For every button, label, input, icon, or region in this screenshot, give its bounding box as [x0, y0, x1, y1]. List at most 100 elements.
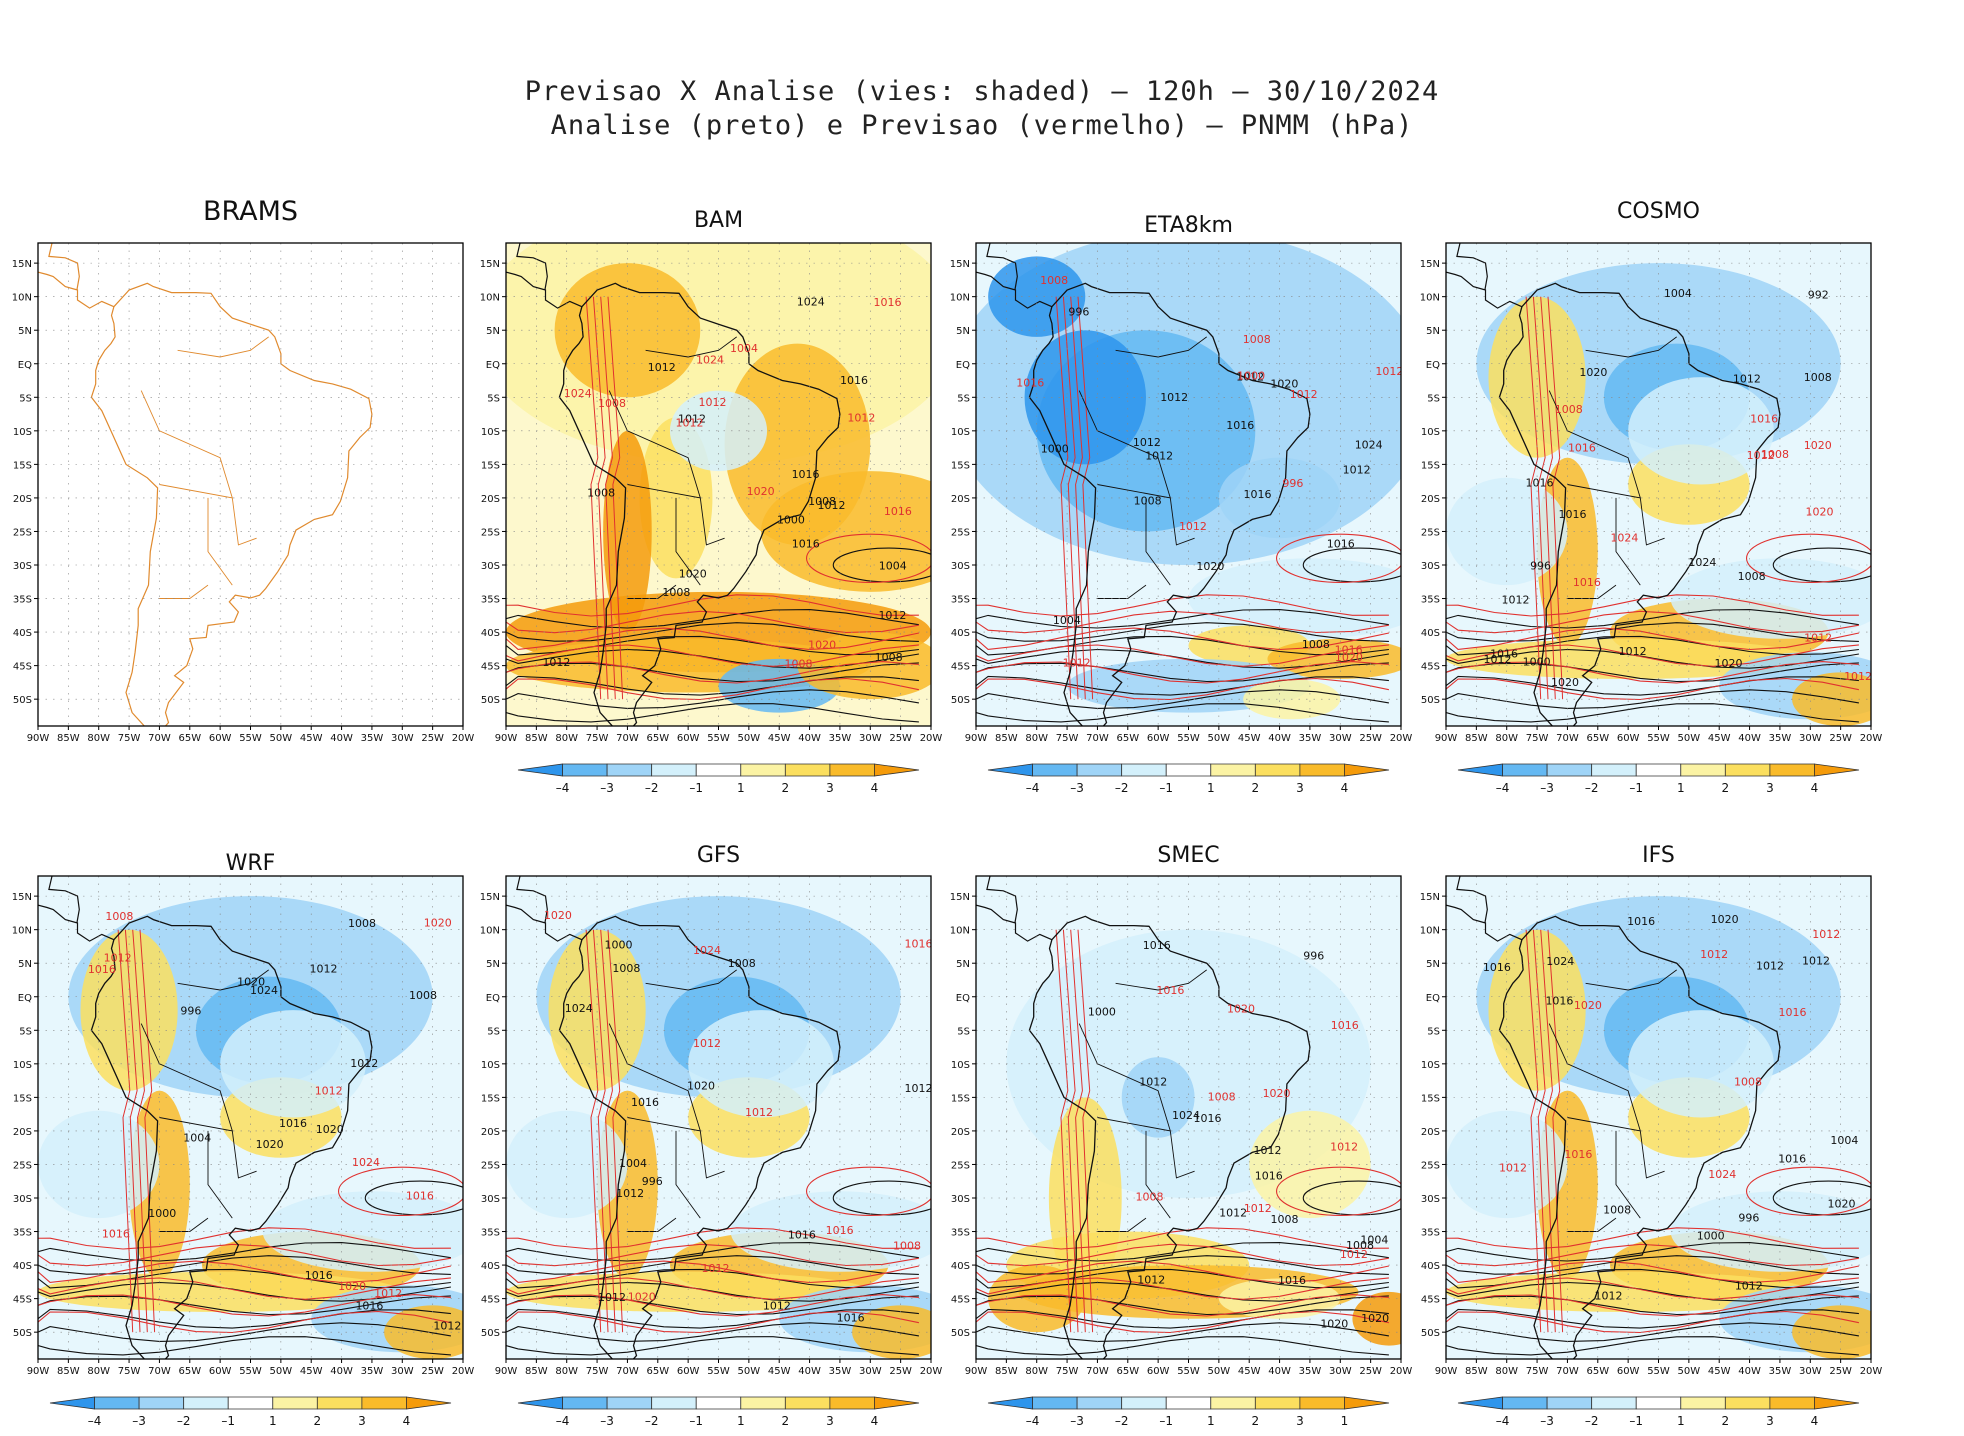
analysis-contour-label: 1016 — [631, 1096, 659, 1109]
lat-tick-label: 10S — [13, 427, 32, 438]
lon-tick-label: 35W — [829, 1366, 852, 1377]
analysis-isobar — [1446, 1308, 1859, 1329]
analysis-isobar — [506, 1242, 919, 1262]
colorbar-segment — [1165, 1396, 1212, 1410]
lat-tick-label: EQ — [486, 360, 500, 371]
colorbar-label: –3 — [1070, 1414, 1084, 1428]
forecast-contour-label: 1016 — [88, 963, 116, 976]
colorbar-label: 2 — [782, 781, 790, 795]
forecast-contour-label: 1012 — [693, 1037, 721, 1050]
lat-tick-label: 5N — [486, 959, 500, 970]
colorbar-label: –3 — [1540, 781, 1554, 795]
forecast-contour-label: 1012 — [1700, 948, 1728, 961]
analysis-isobar — [1446, 675, 1859, 696]
colorbar-label: –1 — [689, 1414, 703, 1428]
colorbar-segment — [1299, 1396, 1345, 1410]
lon-tick-label: 90W — [27, 733, 50, 744]
lon-tick-label: 65W — [178, 733, 201, 744]
analysis-isobar — [976, 635, 1389, 656]
forecast-isobar — [976, 644, 1389, 667]
colorbar-label: –2 — [177, 1414, 191, 1428]
colorbar-label: 3 — [1296, 1414, 1304, 1428]
forecast-contour-label: 1008 — [105, 910, 133, 923]
lon-tick-label: 35W — [1299, 1366, 1322, 1377]
forecast-isobar — [506, 1277, 919, 1300]
coastline — [506, 904, 583, 942]
analysis-contour-label: 1016 — [355, 1300, 383, 1313]
analysis-contour-label: 1012 — [542, 656, 570, 669]
country-border — [1615, 497, 1641, 586]
forecast-contour-label: 1012 — [745, 1106, 773, 1119]
country-border — [608, 1023, 701, 1132]
lat-tick-label: 40S — [1421, 1261, 1440, 1272]
analysis-contour-label: 1016 — [1526, 477, 1554, 490]
coastline — [48, 876, 80, 924]
lat-tick-label: 25S — [481, 527, 500, 538]
lat-tick-label: 5N — [18, 326, 32, 337]
country-border — [1078, 390, 1171, 499]
lat-tick-label: 20S — [951, 494, 970, 505]
lon-tick-label: 20W — [920, 1366, 943, 1377]
colorbar-segment — [1724, 763, 1771, 777]
colorbar-segment — [1635, 1396, 1682, 1410]
colorbar: –4 –3 –2 –1 1 2 3 4 — [517, 1396, 920, 1428]
forecast-contour-label: 1012 — [1747, 449, 1775, 462]
forecast-contour-label: 1016 — [1335, 644, 1363, 657]
analysis-contour-label: 1012 — [309, 963, 337, 976]
analysis-isobar — [976, 662, 1389, 683]
bias-area — [1792, 1305, 1871, 1359]
forecast-isobar — [38, 1294, 451, 1317]
forecast-contour-label: 1012 — [1844, 670, 1872, 683]
lon-tick-label: 70W — [148, 733, 171, 744]
analysis-isobar — [506, 1255, 919, 1275]
lat-tick-label: 10S — [481, 1060, 500, 1071]
analysis-contour-label: 1012 — [1137, 1273, 1165, 1286]
bias-area — [1267, 638, 1401, 680]
lon-tick-label: 45W — [768, 733, 791, 744]
analysis-contour-label: 1016 — [788, 1228, 816, 1241]
forecast-isobar — [38, 1277, 451, 1300]
forecast-isobar — [1446, 644, 1859, 667]
forecast-isobar — [1446, 677, 1860, 701]
analysis-contour-label: 1016 — [279, 1117, 307, 1130]
lon-tick-label: 40W — [1268, 1366, 1291, 1377]
forecast-contour-label: 1008 — [1555, 403, 1583, 416]
lat-tick-label: 15S — [951, 1093, 970, 1104]
lon-tick-label: 70W — [1086, 1366, 1109, 1377]
lon-tick-label: 55W — [1177, 1366, 1200, 1377]
forecast-contour-label: 1012 — [1812, 928, 1840, 941]
colorbar-segment — [1457, 763, 1503, 777]
analysis-contour-label: 1000 — [1697, 1230, 1725, 1243]
lon-tick-label: 25W — [1359, 733, 1382, 744]
analysis-isobar — [976, 622, 1389, 642]
panel-smec: SMEC101210121016101210161016102010241020… — [950, 843, 1413, 1428]
colorbar-label: 3 — [826, 1414, 834, 1428]
forecast-contour-label: 1024 — [1708, 1168, 1736, 1181]
forecast-contour-label: 1020 — [1335, 651, 1363, 664]
lat-tick-label: 15S — [13, 460, 32, 471]
lat-tick-label: 15S — [1421, 1093, 1440, 1104]
analysis-isobar — [1446, 703, 1859, 723]
colorbar-label: –3 — [600, 781, 614, 795]
forecast-isobar — [1055, 296, 1072, 700]
forecast-isobar — [976, 1260, 1390, 1284]
analysis-isobar — [1446, 1268, 1859, 1289]
colorbar-label: 4 — [1811, 1414, 1819, 1428]
forecast-contour-label: 1008 — [1136, 1190, 1164, 1203]
forecast-isobar — [38, 1310, 452, 1334]
analysis-contour-label: 1012 — [1756, 960, 1784, 973]
analysis-contour-label: 1004 — [183, 1132, 211, 1145]
analysis-contour-label: 1004 — [619, 1157, 647, 1170]
analysis-isobar — [38, 1242, 451, 1262]
analysis-contour-label: 1012 — [1619, 645, 1647, 658]
analysis-contour-label: 1012 — [598, 1291, 626, 1304]
analysis-contour-label: 1008 — [1134, 494, 1162, 507]
colorbar: –4 –3 –2 –1 1 2 3 4 — [517, 763, 920, 795]
analysis-contour-label: 1024 — [250, 984, 278, 997]
forecast-isobar — [1746, 533, 1871, 583]
lat-tick-label: 25S — [951, 527, 970, 538]
lon-tick-label: 80W — [1025, 1366, 1048, 1377]
analysis-contour-label: 1012 — [648, 361, 676, 374]
analysis-contour-label: 1000 — [1523, 655, 1551, 668]
lon-tick-label: 80W — [1025, 733, 1048, 744]
